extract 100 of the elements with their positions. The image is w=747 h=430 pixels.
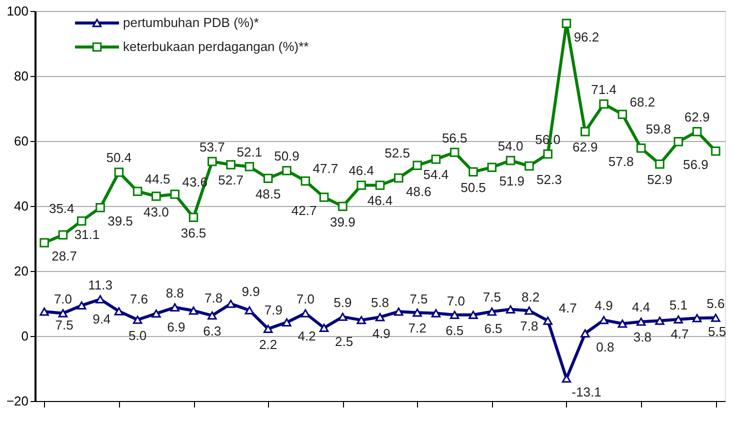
point: [263, 174, 273, 183]
data-label: 11.3: [88, 277, 112, 292]
point: [599, 99, 608, 109]
data-label: 7.0: [54, 291, 72, 306]
point: [263, 324, 273, 333]
data-label: 0.8: [596, 339, 614, 354]
data-label: 4.9: [594, 298, 613, 314]
data-label: 46.4: [367, 193, 393, 208]
point: [711, 314, 720, 322]
point: [96, 203, 105, 212]
data-label: 71.4: [591, 82, 616, 97]
data-label: 9.9: [242, 284, 260, 299]
data-label: 47.7: [312, 160, 338, 176]
point: [300, 309, 310, 318]
data-label: 8.2: [522, 289, 540, 304]
data-label: 5.0: [128, 328, 147, 343]
data-label: 3.8: [633, 330, 652, 345]
point: [58, 230, 68, 240]
point: [543, 316, 552, 325]
data-label: 4.7: [670, 326, 689, 342]
data-label: 56.9: [683, 157, 708, 172]
data-label: 5.5: [708, 324, 726, 340]
data-label: 7.5: [55, 318, 74, 333]
data-label: 48.6: [406, 184, 432, 200]
data-label: 42.7: [291, 203, 317, 218]
y-tick-label: −20: [6, 394, 28, 408]
point: [599, 316, 608, 324]
data-label: 52.5: [384, 145, 410, 160]
point: [618, 110, 628, 119]
point: [96, 295, 105, 304]
data-label: 4.9: [372, 326, 390, 342]
data-label: 51.9: [499, 173, 525, 188]
data-label: 4.4: [632, 300, 650, 315]
point: [319, 324, 329, 332]
data-label: 5.8: [370, 295, 390, 310]
point: [487, 308, 497, 316]
y-tick-label: 0: [21, 328, 28, 344]
data-label: 48.5: [255, 186, 281, 202]
point: [188, 306, 198, 315]
data-label: 44.5: [144, 171, 170, 186]
point: [524, 161, 534, 171]
data-label: 57.8: [608, 154, 634, 170]
data-label: 9.4: [92, 311, 111, 326]
data-label: 5.1: [669, 297, 688, 312]
point: [282, 166, 292, 176]
point: [636, 318, 646, 326]
point: [506, 156, 516, 166]
data-label: 52.1: [236, 144, 262, 160]
point: [506, 305, 516, 314]
point: [431, 309, 441, 318]
data-label: 7.2: [408, 320, 426, 336]
data-label: 7.6: [130, 291, 148, 306]
point: [208, 156, 217, 166]
point: [562, 374, 572, 383]
point: [692, 314, 702, 322]
data-label: 52.3: [536, 172, 562, 188]
data-label: 62.9: [684, 110, 710, 125]
data-label: 36.5: [180, 225, 206, 240]
data-label: 39.5: [108, 214, 133, 229]
point: [282, 318, 292, 326]
point: [580, 126, 590, 136]
data-label: 4.7: [558, 300, 577, 316]
point: [132, 316, 142, 324]
point: [450, 148, 460, 157]
data-label: 6.3: [203, 324, 222, 339]
data-label: 35.4: [48, 200, 74, 216]
point: [114, 307, 124, 316]
point: [618, 320, 628, 328]
point: [152, 192, 161, 201]
y-tick-label: 60: [14, 134, 28, 148]
point: [226, 300, 236, 308]
data-label: 8.8: [166, 285, 184, 300]
data-label: 31.1: [74, 226, 100, 242]
data-label: 7.9: [264, 302, 282, 318]
point: [674, 137, 683, 146]
data-label: 5.9: [334, 294, 352, 310]
y-tick-label: 20: [14, 264, 28, 278]
data-label: 56.5: [442, 130, 468, 146]
y-tick-label: 100: [6, 4, 28, 18]
data-label: 2.2: [259, 336, 278, 352]
point: [356, 180, 366, 190]
point: [450, 310, 460, 319]
point: [487, 162, 497, 172]
point: [524, 306, 534, 315]
point: [412, 160, 422, 170]
point: [208, 311, 217, 320]
point: [40, 238, 49, 248]
point: [692, 126, 702, 136]
point: [40, 308, 49, 316]
point: [636, 144, 646, 153]
point: [244, 306, 254, 314]
data-label: 50.5: [460, 180, 486, 195]
point: [375, 180, 385, 190]
data-label: 7.0: [296, 291, 314, 306]
point: [580, 329, 590, 338]
point: [468, 167, 478, 176]
data-label: 46.4: [348, 163, 374, 178]
data-label: 53.7: [200, 139, 225, 154]
data-label: 28.7: [52, 248, 77, 264]
point: [77, 216, 86, 226]
